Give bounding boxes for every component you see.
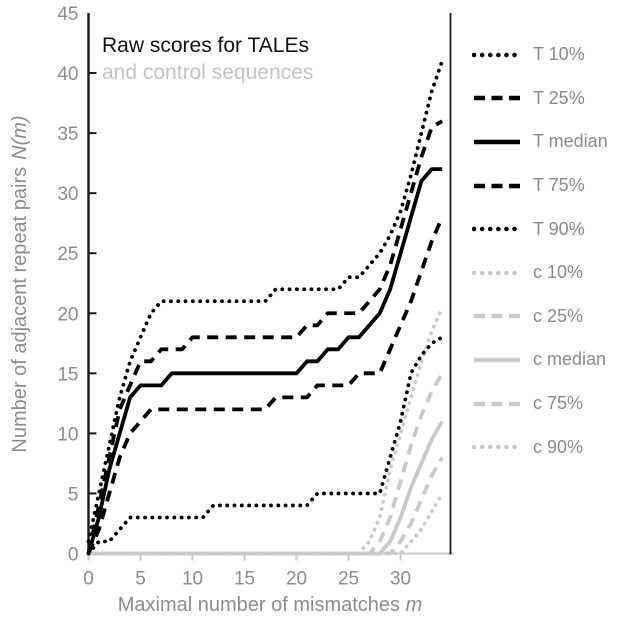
y-tick-label: 45 [57,4,78,25]
x-tick-label: 5 [135,569,146,590]
legend-line-sample [472,52,522,58]
legend-label: c median [533,349,607,370]
x-tick-label: 30 [390,569,411,590]
x-tick-label: 20 [286,569,307,590]
legend-item-c-median: c median [472,338,608,382]
legend-label: T 25% [533,87,585,108]
x-tick-label: 15 [234,569,255,590]
y-tick-label: 35 [57,124,78,145]
legend-line-sample [474,314,520,319]
legend-line-sample [472,270,522,276]
y-tick-label: 5 [68,484,79,505]
legend-line-sample [472,226,522,232]
y-axis-title-math: N(m) [9,115,31,160]
y-tick-label: 10 [57,424,78,445]
y-tick-label: 30 [57,184,78,205]
legend-item-t-25: T 25% [472,77,608,121]
y-tick-label: 20 [57,304,78,325]
legend-item-t-median: T median [472,120,608,164]
legend-item-c-75: c 75% [472,382,608,426]
series-t-10 [86,335,445,556]
legend-item-t-75: T 75% [472,164,608,208]
series-c-median [88,420,444,556]
series-t-25 [86,216,444,555]
legend-item-c-90: c 90% [472,425,608,469]
legend: T 10% T 25% T median T 75% T 90% c 10% c 25% c … [472,33,608,469]
legend-item-c-10: c 10% [472,251,608,295]
x-axis-title-math: m [405,594,423,616]
y-axis-title: Number of adjacent repeat pairs N(m) [9,14,33,554]
series-t-90 [86,59,445,544]
chart-title-controls: and control sequences [102,61,314,84]
series-t-75 [86,119,444,554]
legend-item-c-25: c 25% [472,295,608,339]
legend-label: c 90% [533,436,584,457]
y-tick-label: 25 [57,244,78,265]
legend-line-sample [474,401,520,406]
y-tick-label: 0 [68,545,79,566]
y-tick-label: 40 [57,64,78,85]
legend-line-sample [474,183,520,188]
legend-line-sample [472,444,522,450]
legend-line-sample [474,139,520,145]
legend-label: c 75% [533,393,584,414]
legend-label: c 10% [533,262,584,283]
legend-line-sample [474,96,520,101]
x-tick-label: 0 [83,569,94,590]
x-tick-label: 10 [182,569,203,590]
legend-item-t-10: T 10% [472,33,608,77]
y-tick-label: 15 [57,364,78,385]
chart-title-tales: Raw scores for TALEs [102,34,309,57]
legend-label: c 25% [533,305,584,326]
y-axis-title-text: Number of adjacent repeat pairs [9,166,31,453]
legend-line-sample [474,357,520,363]
legend-label: T 90% [533,218,585,239]
legend-label: T median [533,131,608,152]
x-axis-title-text: Maximal number of mismatches [117,594,406,616]
x-axis-title: Maximal number of mismatches m [68,594,472,617]
legend-label: T 75% [533,175,585,196]
x-tick-label: 25 [338,569,359,590]
series-c-90 [86,305,445,556]
series-t-median [86,167,443,555]
legend-label: T 10% [533,44,585,65]
legend-item-t-90: T 90% [472,207,608,251]
